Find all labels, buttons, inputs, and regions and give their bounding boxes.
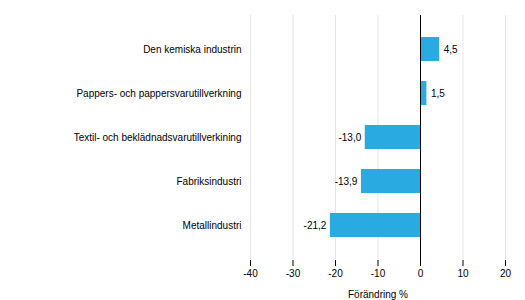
svg-text:-13,0: -13,0 (338, 132, 361, 143)
svg-text:Pappers- och pappersvarutillve: Pappers- och pappersvarutillverkning (76, 88, 241, 99)
svg-text:Fabriksindustri: Fabriksindustri (176, 176, 241, 187)
svg-text:-10: -10 (371, 268, 386, 279)
svg-text:10: 10 (457, 268, 469, 279)
svg-text:Metallindustri: Metallindustri (183, 220, 242, 231)
svg-text:0: 0 (418, 268, 424, 279)
svg-text:-20: -20 (328, 268, 343, 279)
svg-text:4,5: 4,5 (444, 44, 458, 55)
svg-text:-30: -30 (286, 268, 301, 279)
svg-text:-21,2: -21,2 (304, 220, 327, 231)
svg-text:Förändring %: Förändring % (348, 289, 408, 300)
svg-text:-13,9: -13,9 (335, 176, 358, 187)
svg-text:20: 20 (500, 268, 512, 279)
svg-text:1,5: 1,5 (431, 88, 445, 99)
svg-text:-40: -40 (243, 268, 258, 279)
svg-text:Den kemiska industrin: Den kemiska industrin (143, 44, 241, 55)
svg-text:Textil- och beklädnadsvarutill: Textil- och beklädnadsvarutillverkining (74, 132, 242, 143)
